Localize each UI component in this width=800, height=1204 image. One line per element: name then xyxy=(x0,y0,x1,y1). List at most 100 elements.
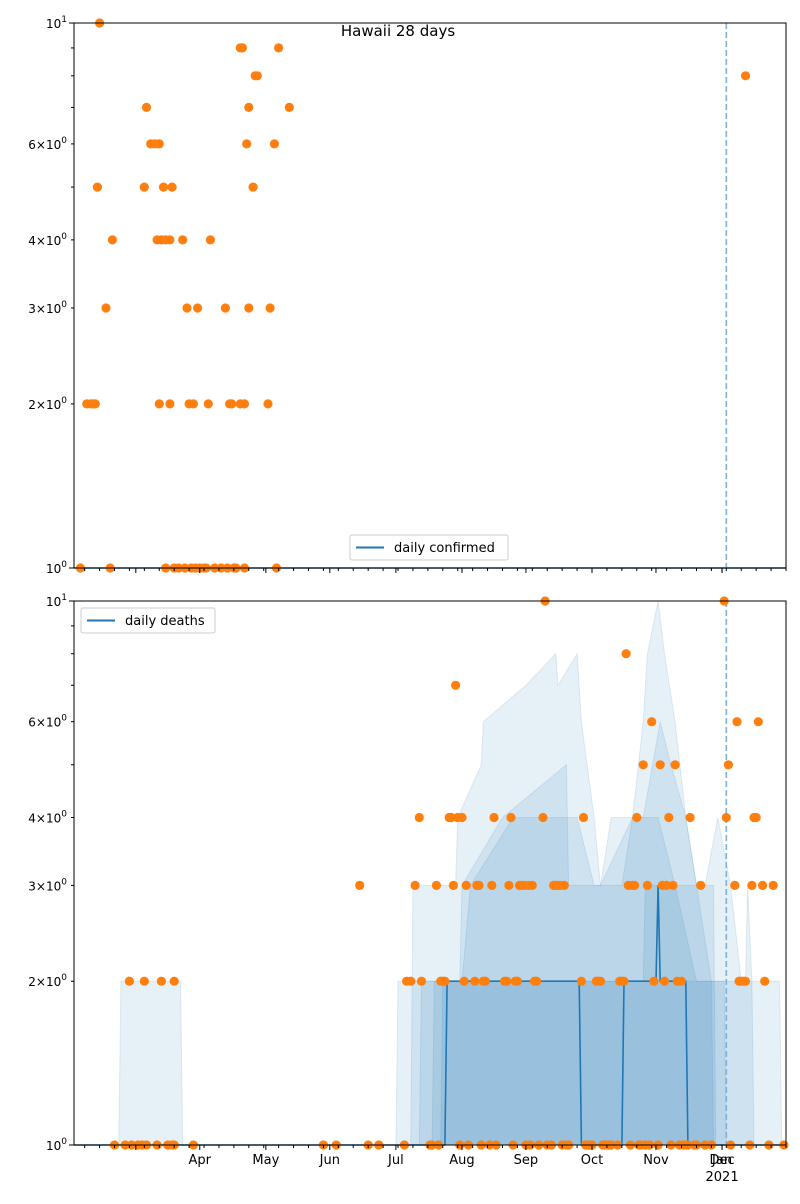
data-point xyxy=(723,760,734,770)
data-point xyxy=(90,399,100,409)
data-point xyxy=(139,182,149,192)
data-point xyxy=(504,880,514,891)
data-point xyxy=(188,399,198,409)
data-point xyxy=(647,717,657,727)
data-point xyxy=(265,303,275,313)
data-point xyxy=(768,880,778,891)
data-point xyxy=(274,43,284,53)
data-point xyxy=(248,182,258,192)
y-tick-label: 3×100 xyxy=(28,300,67,316)
data-point xyxy=(576,976,587,986)
data-point xyxy=(431,880,441,891)
data-point xyxy=(676,976,687,986)
data-point xyxy=(662,880,672,891)
data-point xyxy=(642,880,653,891)
data-point xyxy=(696,880,706,891)
data-point xyxy=(619,976,629,986)
data-point xyxy=(459,976,469,986)
panel-top: 100 101 2×100 3×100 4×100 6×100 daily confirme… xyxy=(28,15,787,576)
y-tick-label: 100 xyxy=(46,560,67,576)
legend-box xyxy=(80,607,216,634)
data-point xyxy=(237,43,247,53)
data-point xyxy=(165,235,175,245)
data-point xyxy=(203,399,213,409)
x-tick-label: Sep xyxy=(514,1153,539,1168)
data-point xyxy=(668,880,678,891)
y-tick-label: 101 xyxy=(46,593,67,609)
data-point xyxy=(461,880,471,891)
x-tick-label: Jun xyxy=(319,1153,340,1168)
data-point xyxy=(205,235,215,245)
data-point xyxy=(730,880,740,891)
x-tick-label: Oct xyxy=(581,1153,603,1168)
y-tick-label: 100 xyxy=(46,1137,67,1153)
data-point xyxy=(158,182,169,192)
legend-box xyxy=(349,534,509,561)
data-point xyxy=(559,880,569,891)
data-point xyxy=(156,976,166,986)
data-point xyxy=(670,760,680,770)
data-point xyxy=(621,649,631,659)
data-point xyxy=(154,139,164,149)
panel-bottom: 100 101 2×100 3×100 4×100 6×100 Apr May Jun Jul Au… xyxy=(28,593,789,1185)
data-point xyxy=(480,976,490,986)
data-point xyxy=(538,812,548,823)
data-point xyxy=(760,976,770,986)
data-point xyxy=(154,399,164,409)
data-point xyxy=(630,880,640,891)
data-point xyxy=(527,880,537,891)
data-point xyxy=(107,235,117,245)
data-point xyxy=(578,812,589,823)
data-point xyxy=(92,182,102,192)
data-point xyxy=(182,303,192,313)
data-point xyxy=(263,399,273,409)
data-point xyxy=(167,182,177,192)
y-tick-label: 6×100 xyxy=(28,136,67,152)
data-point xyxy=(101,303,111,313)
legend-label: daily confirmed xyxy=(394,541,495,556)
data-point xyxy=(355,880,365,891)
chart-title: Hawaii 28 days xyxy=(341,22,455,40)
data-point xyxy=(440,976,450,986)
data-point xyxy=(220,303,230,313)
data-point xyxy=(474,880,484,891)
data-point xyxy=(242,139,252,149)
data-point xyxy=(732,717,742,727)
data-point xyxy=(446,812,456,823)
data-point xyxy=(659,976,670,986)
data-point xyxy=(448,880,458,891)
data-point xyxy=(487,880,497,891)
data-point xyxy=(502,976,512,986)
data-point xyxy=(451,680,461,690)
data-point xyxy=(410,880,420,891)
x-tick-label: Nov xyxy=(643,1153,669,1168)
data-point xyxy=(416,976,427,986)
x-year-label: 2021 xyxy=(706,1170,739,1185)
y-tick-label: 4×100 xyxy=(28,809,67,825)
data-point xyxy=(227,399,237,409)
data-point xyxy=(193,303,203,313)
data-point xyxy=(595,976,606,986)
data-point xyxy=(244,303,254,313)
x-tick-label: Apr xyxy=(189,1153,212,1168)
axes-frame xyxy=(73,600,787,1146)
data-point xyxy=(139,976,149,986)
data-point xyxy=(740,976,751,986)
data-point xyxy=(758,880,768,891)
data-point xyxy=(489,812,499,823)
data-point xyxy=(664,812,674,823)
data-point xyxy=(414,812,424,823)
data-point xyxy=(284,102,294,112)
data-point xyxy=(178,235,188,245)
data-point xyxy=(512,976,523,986)
data-point xyxy=(655,760,665,770)
y-tick-label: 3×100 xyxy=(28,877,67,893)
x-tick-label: Jul xyxy=(387,1153,404,1168)
data-point xyxy=(632,812,642,823)
data-point xyxy=(638,760,648,770)
data-point xyxy=(532,976,542,986)
x-tick-label: Jan xyxy=(711,1153,732,1168)
y-tick-label: 101 xyxy=(46,15,67,31)
